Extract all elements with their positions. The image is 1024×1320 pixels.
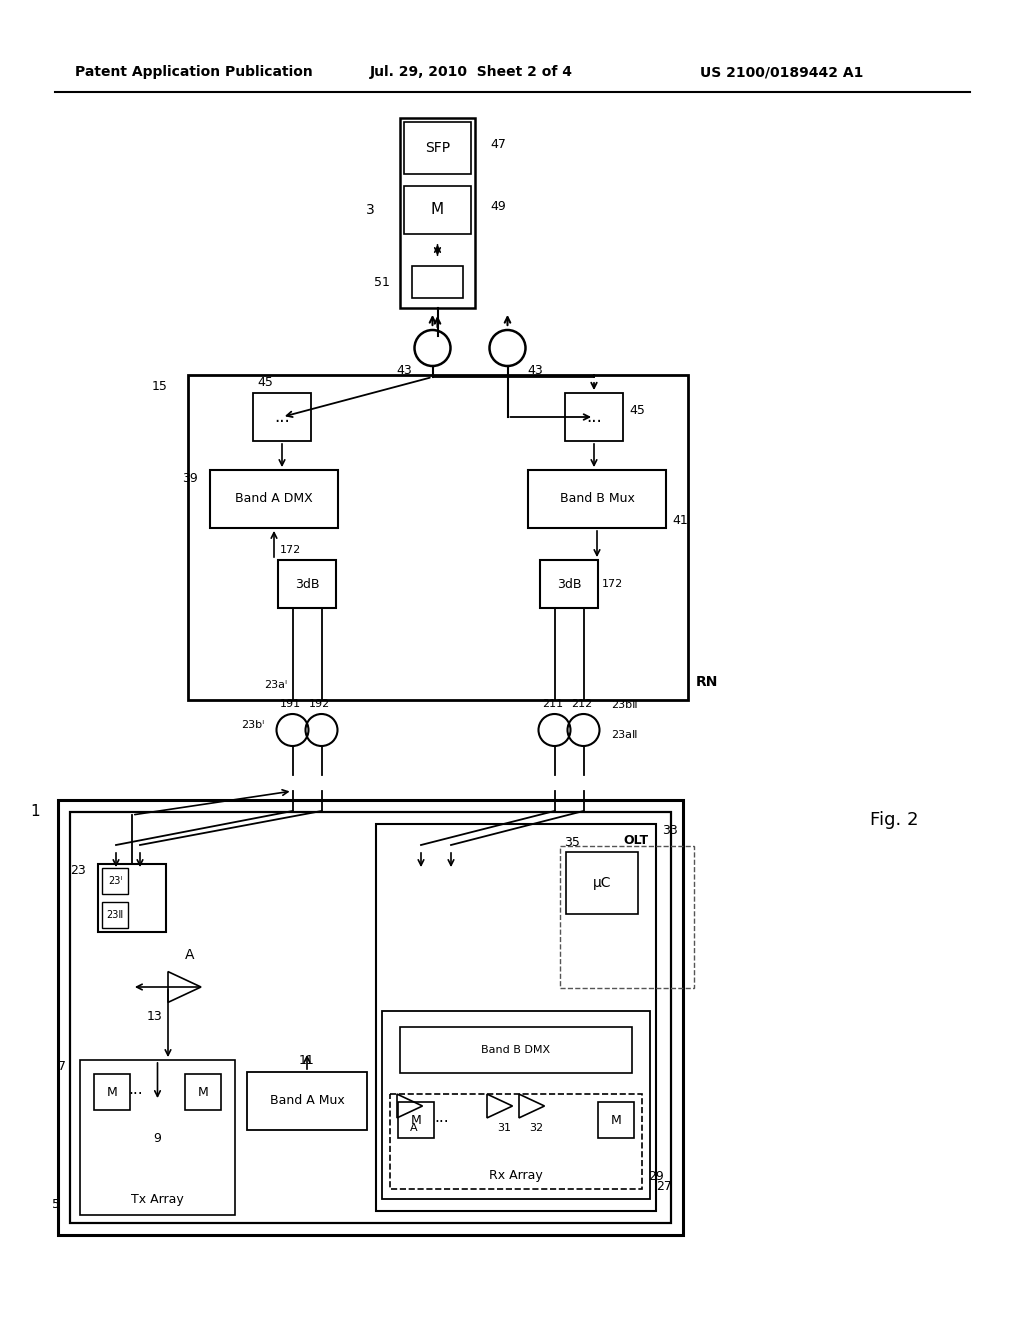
- Bar: [253, 393, 311, 441]
- Bar: [102, 902, 128, 928]
- Text: ...: ...: [586, 408, 602, 426]
- Text: 15: 15: [153, 380, 168, 393]
- Bar: [70, 812, 671, 1224]
- Bar: [598, 1102, 634, 1138]
- Bar: [188, 375, 688, 700]
- Bar: [412, 267, 463, 298]
- Text: 9: 9: [154, 1131, 162, 1144]
- Text: 43: 43: [527, 363, 544, 376]
- Bar: [98, 865, 166, 932]
- Text: 27: 27: [656, 1180, 672, 1193]
- Text: 172: 172: [602, 579, 624, 589]
- Text: 49: 49: [490, 199, 506, 213]
- Text: 5: 5: [52, 1199, 60, 1212]
- Bar: [400, 117, 475, 308]
- Bar: [404, 121, 471, 174]
- Bar: [540, 560, 598, 609]
- Bar: [382, 1011, 650, 1199]
- Text: 33: 33: [662, 824, 678, 837]
- Text: 32: 32: [529, 1123, 543, 1133]
- Text: A: A: [411, 1123, 418, 1133]
- Text: 23bᴵ: 23bᴵ: [242, 719, 264, 730]
- Text: 11: 11: [299, 1053, 314, 1067]
- Text: M: M: [106, 1085, 118, 1098]
- Text: 211: 211: [542, 700, 563, 709]
- Text: Patent Application Publication: Patent Application Publication: [75, 65, 312, 79]
- Bar: [404, 186, 471, 234]
- Text: 23ᴵ: 23ᴵ: [108, 876, 122, 886]
- Text: M: M: [411, 1114, 421, 1126]
- Bar: [80, 1060, 234, 1214]
- Text: 13: 13: [146, 1011, 162, 1023]
- Text: 192: 192: [309, 700, 330, 709]
- Text: Jul. 29, 2010  Sheet 2 of 4: Jul. 29, 2010 Sheet 2 of 4: [370, 65, 573, 79]
- Text: Fig. 2: Fig. 2: [870, 810, 919, 829]
- Text: 1: 1: [31, 804, 40, 820]
- Bar: [94, 1074, 130, 1110]
- Text: Tx Array: Tx Array: [131, 1192, 184, 1205]
- Text: 191: 191: [280, 700, 301, 709]
- Text: 23bⅡ: 23bⅡ: [611, 700, 638, 710]
- Text: M: M: [198, 1085, 208, 1098]
- Bar: [560, 846, 694, 987]
- Text: ...: ...: [434, 1110, 450, 1126]
- Bar: [390, 1094, 642, 1189]
- Text: Band B Mux: Band B Mux: [559, 492, 635, 506]
- Text: 45: 45: [257, 376, 272, 389]
- Bar: [376, 824, 656, 1210]
- Text: 7: 7: [58, 1060, 66, 1072]
- Text: OLT: OLT: [623, 833, 648, 846]
- Text: M: M: [431, 202, 444, 218]
- Text: 3dB: 3dB: [557, 578, 582, 590]
- Text: US 2100/0189442 A1: US 2100/0189442 A1: [700, 65, 863, 79]
- Text: 23aⅡ: 23aⅡ: [611, 730, 638, 741]
- Bar: [400, 1027, 632, 1073]
- Text: 35: 35: [564, 836, 580, 849]
- Text: M: M: [610, 1114, 622, 1126]
- Bar: [278, 560, 336, 609]
- Text: 212: 212: [570, 700, 592, 709]
- Text: Band A Mux: Band A Mux: [269, 1094, 344, 1107]
- Bar: [185, 1074, 221, 1110]
- Bar: [398, 1102, 434, 1138]
- Text: 3: 3: [366, 203, 375, 216]
- Text: A: A: [185, 948, 195, 962]
- Text: Rx Array: Rx Array: [489, 1168, 543, 1181]
- Text: Band B DMX: Band B DMX: [481, 1045, 551, 1055]
- Text: RN: RN: [696, 675, 719, 689]
- Bar: [210, 470, 338, 528]
- Text: Band A DMX: Band A DMX: [236, 492, 313, 506]
- Text: 23Ⅱ: 23Ⅱ: [106, 909, 124, 920]
- Text: ...: ...: [129, 1082, 143, 1097]
- Text: 3dB: 3dB: [295, 578, 319, 590]
- Text: 43: 43: [396, 363, 413, 376]
- Bar: [565, 393, 623, 441]
- Bar: [58, 800, 683, 1236]
- Bar: [247, 1072, 367, 1130]
- Text: 29: 29: [648, 1171, 664, 1184]
- Text: ...: ...: [274, 408, 290, 426]
- Text: 45: 45: [629, 404, 645, 417]
- Bar: [102, 869, 128, 894]
- Text: 31: 31: [497, 1123, 511, 1133]
- Text: 172: 172: [280, 545, 301, 554]
- Text: 39: 39: [182, 471, 198, 484]
- Text: SFP: SFP: [425, 141, 451, 154]
- Text: 41: 41: [672, 513, 688, 527]
- Text: μC: μC: [593, 876, 611, 890]
- Text: 51: 51: [374, 276, 390, 289]
- Text: 23: 23: [71, 863, 86, 876]
- Bar: [566, 851, 638, 913]
- Text: 47: 47: [490, 137, 506, 150]
- Text: 23aᴵ: 23aᴵ: [264, 680, 288, 690]
- Bar: [528, 470, 666, 528]
